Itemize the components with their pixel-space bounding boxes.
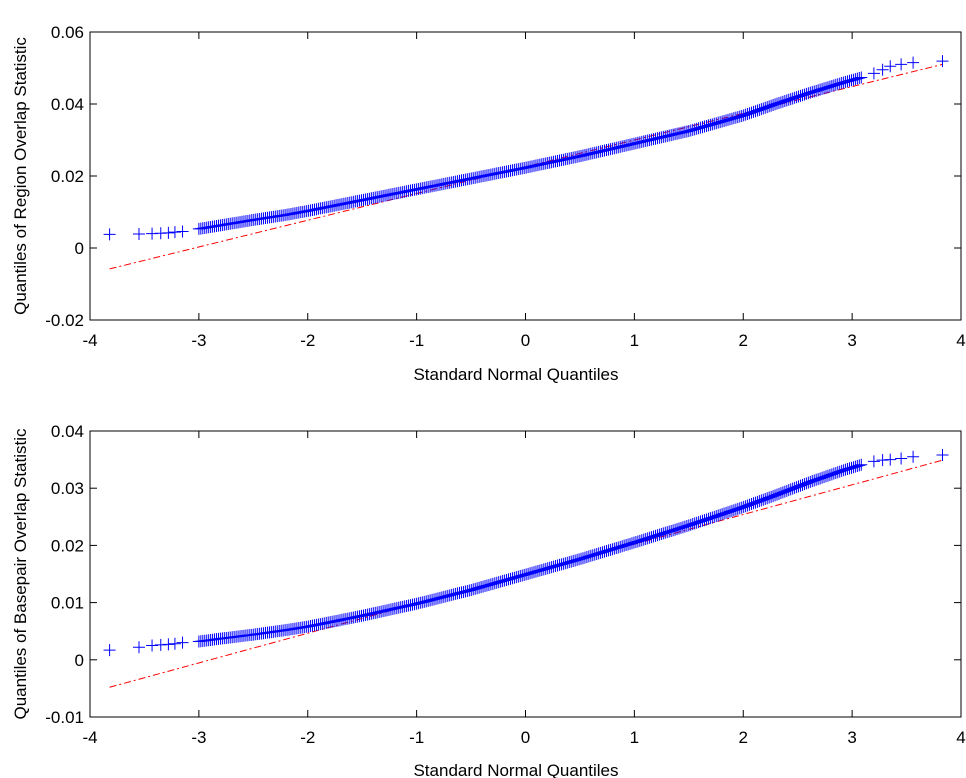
x-tick-label: 4 [956, 728, 965, 747]
data-point [162, 226, 175, 239]
data-point [867, 455, 880, 468]
x-tick-label: -2 [300, 728, 315, 747]
data-point [895, 452, 908, 465]
x-tick-label: 2 [739, 728, 748, 747]
x-tick-label: 0 [521, 331, 530, 350]
y-tick-label: 0.04 [51, 95, 84, 114]
x-tick-label: 1 [630, 331, 639, 350]
y-tick-label: 0.02 [51, 536, 84, 555]
data-point [876, 63, 889, 76]
x-axis-label: Standard Normal Quantiles [413, 365, 618, 384]
data-point [154, 638, 167, 651]
qq-panel-2: -4 -3 -2 -1 0 1 2 3 4 -0.01 0 0.01 0.02 0.03 0.04 Stand… [11, 422, 966, 778]
y-tick-label: 0 [75, 651, 84, 670]
y-axis-label: Quantiles of Basepair Overlap Statistic [11, 428, 30, 720]
data-point [855, 71, 868, 84]
x-tick-label: 3 [847, 331, 856, 350]
x-tick-label: -3 [191, 331, 206, 350]
data-point [176, 225, 189, 238]
y-tick-label: 0.02 [51, 167, 84, 186]
data-point [936, 449, 949, 462]
data-point [867, 67, 880, 80]
data-point [884, 453, 897, 466]
x-tick-label: 1 [630, 728, 639, 747]
y-tick-label: 0 [75, 239, 84, 258]
data-point [907, 56, 920, 69]
data-points [103, 55, 949, 241]
data-point [936, 55, 949, 68]
x-tick-label: -1 [409, 331, 424, 350]
data-point [146, 639, 159, 652]
data-point [895, 58, 908, 71]
data-point [103, 228, 116, 241]
x-tick-label: 4 [956, 331, 965, 350]
y-tick-label: 0.01 [51, 594, 84, 613]
x-tick-label: -4 [82, 728, 97, 747]
data-point [103, 644, 116, 657]
y-axis-label: Quantiles of Region Overlap Statistic [11, 37, 30, 315]
data-point [884, 60, 897, 73]
x-tick-label: -2 [300, 331, 315, 350]
data-point [168, 226, 181, 239]
y-tick-label: 0.06 [51, 23, 84, 42]
plot-area-frame [89, 31, 962, 321]
data-point [176, 636, 189, 649]
data-points [103, 449, 949, 657]
data-point [876, 454, 889, 467]
y-tick-label: -0.02 [45, 311, 84, 330]
data-point [132, 227, 145, 240]
x-axis-label: Standard Normal Quantiles [413, 761, 618, 778]
x-tick-label: 3 [847, 728, 856, 747]
x-tick-label: 0 [521, 728, 530, 747]
y-tick-label: 0.03 [51, 479, 84, 498]
y-tick-label: -0.01 [45, 708, 84, 727]
data-point [162, 638, 175, 651]
x-tick-label: 2 [739, 331, 748, 350]
data-point [855, 458, 868, 471]
x-tick-label: -1 [409, 728, 424, 747]
data-point [853, 459, 866, 472]
data-point [907, 450, 920, 463]
qq-panel-1: -4 -3 -2 -1 0 1 2 3 4 -0.02 0 0.02 0.04 0.06 Standard … [11, 23, 966, 384]
y-tick-label: 0.04 [51, 422, 84, 441]
data-point [853, 72, 866, 85]
x-tick-label: -3 [191, 728, 206, 747]
data-point [132, 641, 145, 654]
data-point [168, 637, 181, 650]
x-tick-label: -4 [82, 331, 97, 350]
